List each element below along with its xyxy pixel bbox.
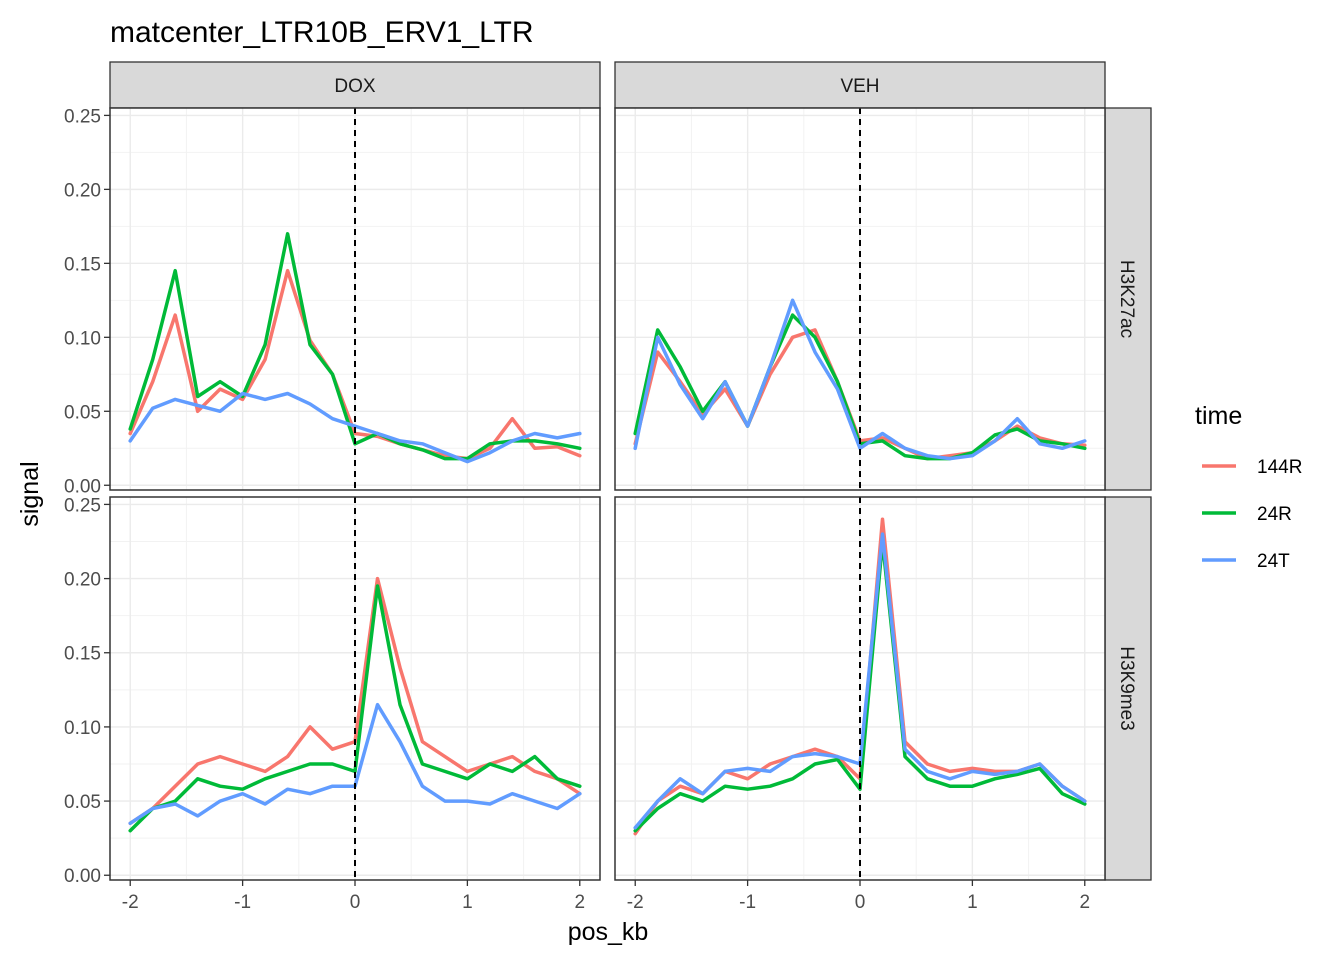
- facet-label-h3k9me3: H3K9me3: [1116, 646, 1137, 731]
- y-tick-label: 0.00: [64, 866, 101, 887]
- facet-label-veh: VEH: [840, 76, 879, 97]
- facet-strip-h3k9me3: [1104, 496, 1152, 881]
- y-tick-label: 0.20: [64, 570, 101, 591]
- facet-strip-h3k27ac: [1104, 107, 1152, 491]
- x-tick-label: 2: [574, 892, 585, 913]
- x-tick-label: -1: [739, 892, 756, 913]
- x-tick-label: 1: [967, 892, 978, 913]
- x-tick-label: -2: [122, 892, 139, 913]
- x-axis-title: pos_kb: [568, 918, 649, 946]
- y-tick-label: 0.05: [64, 402, 101, 423]
- y-tick-label: 0.15: [64, 644, 101, 665]
- panel-dox-h3k27ac: 0.00 0.05 0.10 0.15 0.20 0.25: [64, 106, 601, 497]
- facet-label-dox: DOX: [334, 76, 376, 97]
- x-tick-label: 2: [1079, 892, 1090, 913]
- panel-veh-h3k27ac: [614, 107, 1106, 491]
- y-tick-label: 0.05: [64, 792, 101, 813]
- series-line-24t: [633, 298, 1087, 461]
- y-tick-label: 0.25: [64, 495, 101, 516]
- facet-strip-veh: [614, 61, 1106, 109]
- series-line-24r: [128, 584, 582, 833]
- legend-title: time: [1195, 402, 1242, 430]
- x-tick-label: 0: [350, 892, 361, 913]
- facet-strip-dox: [109, 61, 601, 109]
- panel-border: [109, 107, 601, 491]
- series-line-24t: [128, 391, 582, 464]
- legend-label-24r: 24R: [1257, 504, 1292, 525]
- x-tick-label: -2: [627, 892, 644, 913]
- y-tick-label: 0.15: [64, 254, 101, 275]
- legend: time 144R 24R 24T: [1195, 402, 1302, 572]
- legend-label-144r: 144R: [1257, 457, 1302, 478]
- y-tick-label: 0.10: [64, 328, 101, 349]
- y-axis-title: signal: [16, 461, 44, 526]
- panel-dox-h3k9me3: 0.00 0.05 0.10 0.15 0.20 0.25 -2 -1 0 1 2: [64, 495, 601, 913]
- legend-label-24t: 24T: [1257, 551, 1290, 572]
- x-tick-label: 0: [855, 892, 866, 913]
- y-tick-label: 0.00: [64, 476, 101, 497]
- panel-veh-h3k9me3: -2 -1 0 1 2: [614, 496, 1106, 913]
- facet-label-h3k27ac: H3K27ac: [1116, 260, 1137, 338]
- x-tick-label: -1: [234, 892, 251, 913]
- y-tick-label: 0.25: [64, 106, 101, 127]
- y-tick-label: 0.10: [64, 718, 101, 739]
- series-line-144r: [128, 268, 582, 461]
- panel-border: [614, 107, 1106, 491]
- y-tick-label: 0.20: [64, 180, 101, 201]
- chart-title: matcenter_LTR10B_ERV1_LTR: [110, 16, 534, 49]
- x-tick-label: 1: [462, 892, 473, 913]
- series-line-24r: [633, 539, 1087, 833]
